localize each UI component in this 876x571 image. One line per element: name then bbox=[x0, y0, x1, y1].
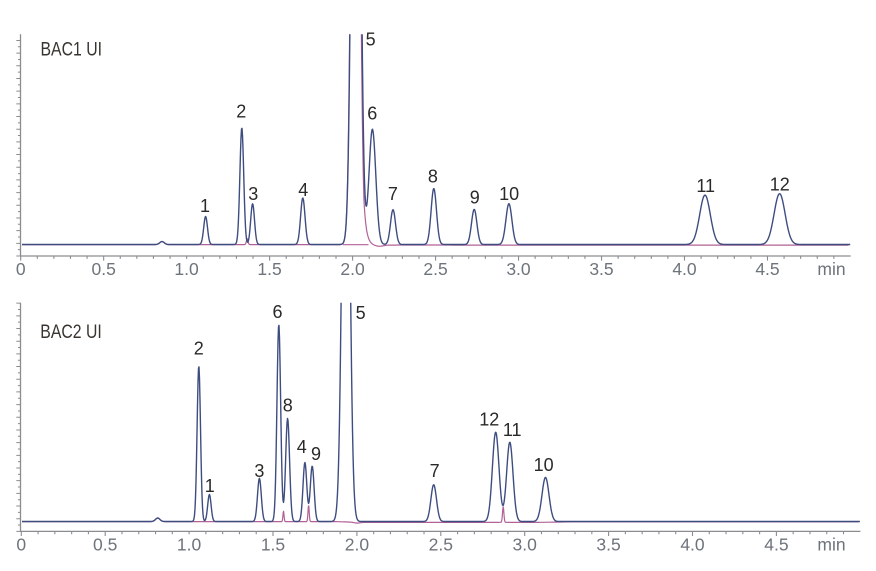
svg-text:3: 3 bbox=[254, 461, 264, 481]
svg-text:7: 7 bbox=[388, 184, 398, 204]
svg-text:9: 9 bbox=[470, 188, 480, 208]
svg-text:10: 10 bbox=[499, 184, 519, 204]
svg-text:3.0: 3.0 bbox=[506, 259, 531, 279]
svg-text:8: 8 bbox=[428, 167, 438, 187]
svg-text:3.5: 3.5 bbox=[589, 259, 613, 279]
svg-text:11: 11 bbox=[696, 176, 715, 196]
svg-text:5: 5 bbox=[366, 29, 376, 49]
svg-text:12: 12 bbox=[770, 174, 790, 194]
svg-text:6: 6 bbox=[367, 104, 377, 124]
svg-text:4.0: 4.0 bbox=[672, 259, 697, 279]
svg-text:0: 0 bbox=[16, 259, 26, 279]
svg-text:6: 6 bbox=[272, 302, 282, 322]
svg-text:min: min bbox=[817, 534, 845, 554]
svg-text:2.0: 2.0 bbox=[345, 534, 370, 554]
svg-text:1: 1 bbox=[200, 196, 210, 216]
svg-text:10: 10 bbox=[534, 455, 554, 475]
svg-text:7: 7 bbox=[430, 461, 440, 481]
svg-text:2: 2 bbox=[236, 101, 246, 121]
svg-text:1: 1 bbox=[205, 476, 215, 496]
svg-text:9: 9 bbox=[311, 444, 321, 464]
svg-text:2.0: 2.0 bbox=[340, 259, 365, 279]
svg-text:12: 12 bbox=[479, 410, 499, 430]
svg-text:4: 4 bbox=[298, 180, 308, 200]
svg-text:4.5: 4.5 bbox=[764, 534, 788, 554]
svg-text:4: 4 bbox=[297, 437, 307, 457]
svg-text:4.5: 4.5 bbox=[755, 259, 779, 279]
svg-text:BAC2 UI: BAC2 UI bbox=[40, 321, 102, 343]
svg-text:2: 2 bbox=[194, 339, 204, 359]
svg-text:1.0: 1.0 bbox=[177, 534, 202, 554]
svg-text:5: 5 bbox=[356, 303, 366, 323]
svg-text:3.5: 3.5 bbox=[596, 534, 620, 554]
svg-text:2.5: 2.5 bbox=[423, 259, 447, 279]
svg-text:1.5: 1.5 bbox=[257, 259, 281, 279]
svg-text:4.0: 4.0 bbox=[680, 534, 705, 554]
svg-text:3: 3 bbox=[248, 184, 258, 204]
svg-text:2.5: 2.5 bbox=[429, 534, 453, 554]
svg-text:0: 0 bbox=[16, 534, 26, 554]
svg-text:1.0: 1.0 bbox=[174, 259, 199, 279]
svg-text:BAC1 UI: BAC1 UI bbox=[41, 39, 103, 61]
svg-text:8: 8 bbox=[283, 396, 293, 416]
svg-text:min: min bbox=[817, 259, 845, 279]
svg-text:11: 11 bbox=[503, 420, 522, 440]
svg-text:0.5: 0.5 bbox=[93, 534, 117, 554]
svg-text:3.0: 3.0 bbox=[513, 534, 538, 554]
svg-text:0.5: 0.5 bbox=[92, 259, 116, 279]
svg-text:1.5: 1.5 bbox=[261, 534, 285, 554]
